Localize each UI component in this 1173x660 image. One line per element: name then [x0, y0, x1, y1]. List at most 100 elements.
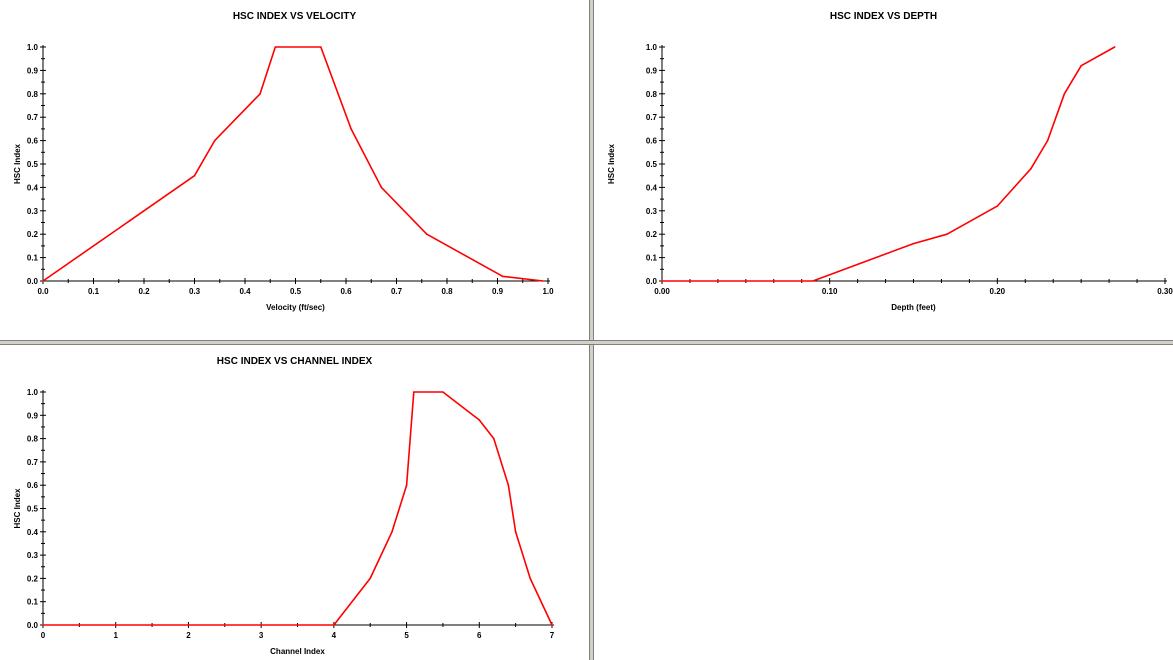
data-point	[1046, 139, 1049, 142]
x-tick-label: 0.9	[492, 287, 504, 296]
x-tick-label: 7	[550, 631, 555, 640]
x-tick-label: 0.8	[441, 287, 453, 296]
x-axis-label: Depth (feet)	[891, 303, 936, 312]
y-tick-label: 0.3	[27, 551, 39, 560]
data-point	[478, 419, 481, 421]
chart-title: HSC INDEX VS CHANNEL INDEX	[217, 356, 373, 367]
x-tick-label: 0.0	[37, 287, 49, 296]
y-tick-label: 0.2	[646, 230, 658, 239]
empty-panel	[594, 345, 1173, 660]
x-tick-label: 0.4	[239, 287, 251, 296]
x-tick-label: 6	[477, 631, 482, 640]
y-tick-label: 0.1	[27, 598, 39, 607]
data-point	[661, 280, 663, 282]
y-tick-label: 0.3	[27, 207, 39, 216]
data-point	[333, 624, 335, 626]
y-tick-label: 1.0	[646, 43, 658, 52]
chart-panel-velocity: HSC INDEX VS VELOCITY 0.0 0.1 0.2 0.3 0.4 0.5 0…	[0, 0, 589, 340]
data-point	[507, 484, 510, 486]
data-point	[391, 531, 393, 533]
y-tick-label: 0.0	[27, 621, 39, 630]
y-tick-label: 0.6	[27, 137, 39, 146]
y-tick-label: 0.9	[27, 66, 39, 75]
data-point	[350, 128, 352, 130]
data-point	[42, 280, 44, 282]
y-tick-label: 0.5	[27, 505, 39, 514]
y-tick-label: 0.8	[27, 435, 39, 444]
x-tick-label: 0.1	[88, 287, 100, 296]
data-point	[996, 205, 999, 207]
y-tick-label: 0.5	[27, 160, 39, 169]
data-point	[493, 437, 495, 440]
y-tick-label: 0.0	[646, 277, 658, 286]
chart-depth: HSC INDEX VS DEPTH 0.0 0.1 0.2 0.3 0.4 0.5 0.6 0…	[607, 11, 1173, 312]
x-tick-label: 0	[41, 631, 46, 640]
x-tick-label: 0.00	[654, 287, 670, 296]
y-tick-label: 0.7	[27, 113, 39, 122]
chart-velocity: HSC INDEX VS VELOCITY 0.0 0.1 0.2 0.3 0.4 0.5 0…	[13, 11, 554, 312]
x-tick-label: 0.20	[990, 287, 1006, 296]
data-point	[405, 484, 408, 486]
y-tick-label: 0.8	[646, 90, 658, 99]
data-point	[1030, 167, 1032, 170]
data-point	[193, 174, 196, 177]
data-point	[501, 275, 504, 278]
x-tick-label: 1	[113, 631, 118, 640]
y-tick-label: 0.8	[27, 90, 39, 99]
y-tick-label: 0.9	[27, 411, 39, 420]
data-point	[551, 624, 553, 626]
y-tick-label: 0.1	[27, 254, 39, 263]
horizontal-splitter[interactable]	[0, 340, 1173, 345]
chart-panel-channel: HSC INDEX VS CHANNEL INDEX 0.0 0.1 0.2 0.3 0.…	[0, 345, 589, 660]
y-tick-label: 0.2	[27, 230, 39, 239]
y-axis-label: HSC Index	[13, 143, 22, 184]
data-point	[213, 139, 216, 142]
data-point	[380, 186, 383, 189]
data-point	[369, 577, 372, 580]
y-tick-label: 1.0	[27, 388, 39, 397]
y-tick-label: 0.1	[646, 254, 658, 263]
x-tick-label: 1.0	[542, 287, 554, 296]
x-tick-label: 0.3	[189, 287, 201, 296]
x-tick-label: 0.2	[138, 287, 150, 296]
data-point	[259, 93, 261, 95]
chart-channel: HSC INDEX VS CHANNEL INDEX 0.0 0.1 0.2 0.3 0.…	[13, 356, 555, 656]
data-point	[529, 577, 531, 580]
x-tick-label: 0.6	[340, 287, 352, 296]
data-point	[319, 46, 322, 48]
data-point	[42, 624, 44, 626]
y-tick-label: 0.4	[646, 183, 658, 192]
x-axis-label: Velocity (ft/sec)	[266, 303, 325, 312]
data-point	[1063, 93, 1066, 95]
x-tick-label: 4	[332, 631, 337, 640]
x-tick-label: 2	[186, 631, 191, 640]
y-tick-label: 0.0	[27, 277, 39, 286]
series-line	[43, 391, 553, 626]
x-tick-label: 0.10	[822, 287, 838, 296]
data-point	[912, 242, 915, 245]
x-tick-label: 3	[259, 631, 264, 640]
data-point	[413, 391, 415, 393]
data-point	[542, 280, 544, 282]
series-line	[42, 46, 544, 282]
chart-panel-depth: HSC INDEX VS DEPTH 0.0 0.1 0.2 0.3 0.4 0.5 0.6 0…	[594, 0, 1173, 340]
data-point	[426, 233, 428, 235]
y-tick-label: 0.4	[27, 183, 39, 192]
x-tick-label: 0.30	[1157, 287, 1173, 296]
data-point	[514, 531, 517, 533]
x-tick-label: 0.7	[391, 287, 403, 296]
x-tick-label: 5	[404, 631, 409, 640]
y-tick-label: 0.6	[27, 481, 39, 490]
vertical-splitter[interactable]	[589, 0, 594, 660]
series-line	[662, 46, 1116, 282]
y-tick-label: 0.6	[646, 137, 658, 146]
y-tick-label: 0.7	[27, 458, 39, 467]
data-point	[442, 391, 444, 393]
data-point	[1113, 46, 1116, 48]
y-tick-label: 0.4	[27, 528, 39, 537]
y-axis-label: HSC Index	[607, 143, 616, 184]
y-axis-label: HSC Index	[13, 488, 22, 529]
y-tick-label: 1.0	[27, 43, 39, 52]
y-tick-label: 0.2	[27, 574, 39, 583]
y-tick-label: 0.9	[646, 66, 658, 75]
